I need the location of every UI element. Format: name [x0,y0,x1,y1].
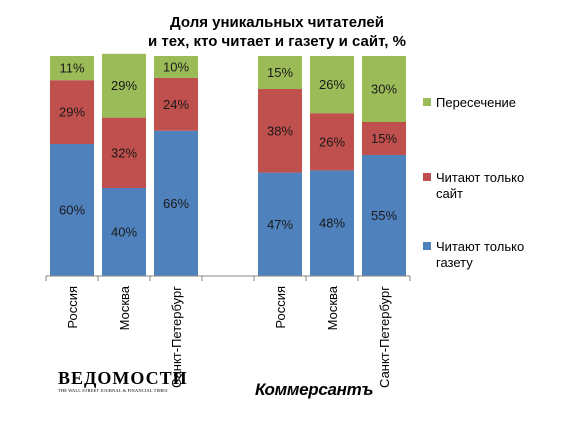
bar-segment-1-3 [154,130,198,276]
category-label-3: Санкт-Петербург [169,286,184,388]
category-labels: Россия Москва Санкт-Петербург Россия Москва С… [65,285,392,388]
bar-segment-3-2 [102,53,146,118]
chart-title-line-1: Доля уникальных читателей [170,14,384,31]
data-label-2-5: 26% [319,134,345,149]
vedomosti-logo-tagline: THE WALL STREET JOURNAL & FINANCIAL TIME… [58,388,168,393]
chart-title-line-2: и тех, кто читает и газету и сайт, % [148,33,406,50]
data-label-1-3: 66% [163,196,189,211]
legend-label-1-line-1: Пересечение [436,95,516,110]
bar-segment-1-1 [50,144,94,276]
category-label-5: Москва [325,285,340,330]
vedomosti-logo: ВЕДОМОСТИ THE WALL STREET JOURNAL & FINA… [58,368,188,400]
category-label-2: Москва [117,285,132,330]
bar-segment-2-5 [310,113,354,171]
data-label-1-6: 55% [371,208,397,223]
data-label-3-5: 26% [319,77,345,92]
bar-segment-3-4 [258,56,302,89]
bar-segment-3-6 [362,56,406,122]
data-label-3-1: 11% [59,61,84,76]
legend-label-2-line-2: сайт [436,186,463,201]
bar-segment-2-1 [50,80,94,144]
legend-label-3-line-1: Читают только [436,239,524,254]
data-label-1-2: 40% [111,225,137,240]
bar-segment-1-6 [362,155,406,276]
legend-label-2-line-1: Читают только [436,170,524,185]
category-label-1: Россия [65,286,80,329]
data-label-3-3: 10% [163,60,189,75]
legend-label-3-line-2: газету [436,255,473,270]
bar-segment-2-3 [154,78,198,131]
bar-segment-1-4 [258,172,302,276]
bar-segment-3-5 [310,56,354,114]
data-label-1-5: 48% [319,216,345,231]
data-label-1-1: 60% [59,203,85,218]
data-label-2-4: 38% [267,123,293,138]
data-label-2-3: 24% [163,97,189,112]
data-label-2-1: 29% [59,105,85,120]
data-label-3-6: 30% [371,82,397,97]
legend-swatch-1 [423,98,431,106]
data-label-2-2: 32% [111,145,137,160]
data-label-3-2: 29% [111,78,137,93]
plot-area: 60% 29% 11% 40% 32% 29% 66% 24% 10% 47% 38% 15% 48% 2… [50,53,406,276]
data-label-3-4: 15% [267,65,293,80]
category-label-6: Санкт-Петербург [377,286,392,388]
bar-segment-2-6 [362,122,406,155]
bar-segment-1-2 [102,188,146,276]
bar-segment-2-2 [102,117,146,188]
kommersant-logo: Коммерсантъ [255,380,374,399]
data-label-1-4: 47% [267,217,293,232]
bar-segment-2-4 [258,89,302,173]
data-label-2-6: 15% [371,131,397,146]
bar-segment-1-5 [310,170,354,276]
bar-segment-3-3 [154,56,198,78]
vedomosti-logo-name: ВЕДОМОСТИ [58,368,188,388]
legend-swatch-3 [423,242,431,250]
category-label-4: Россия [273,286,288,329]
bar-segment-3-1 [50,56,94,81]
x-axis-ticks [45,276,411,281]
legend-swatch-2 [423,173,431,181]
